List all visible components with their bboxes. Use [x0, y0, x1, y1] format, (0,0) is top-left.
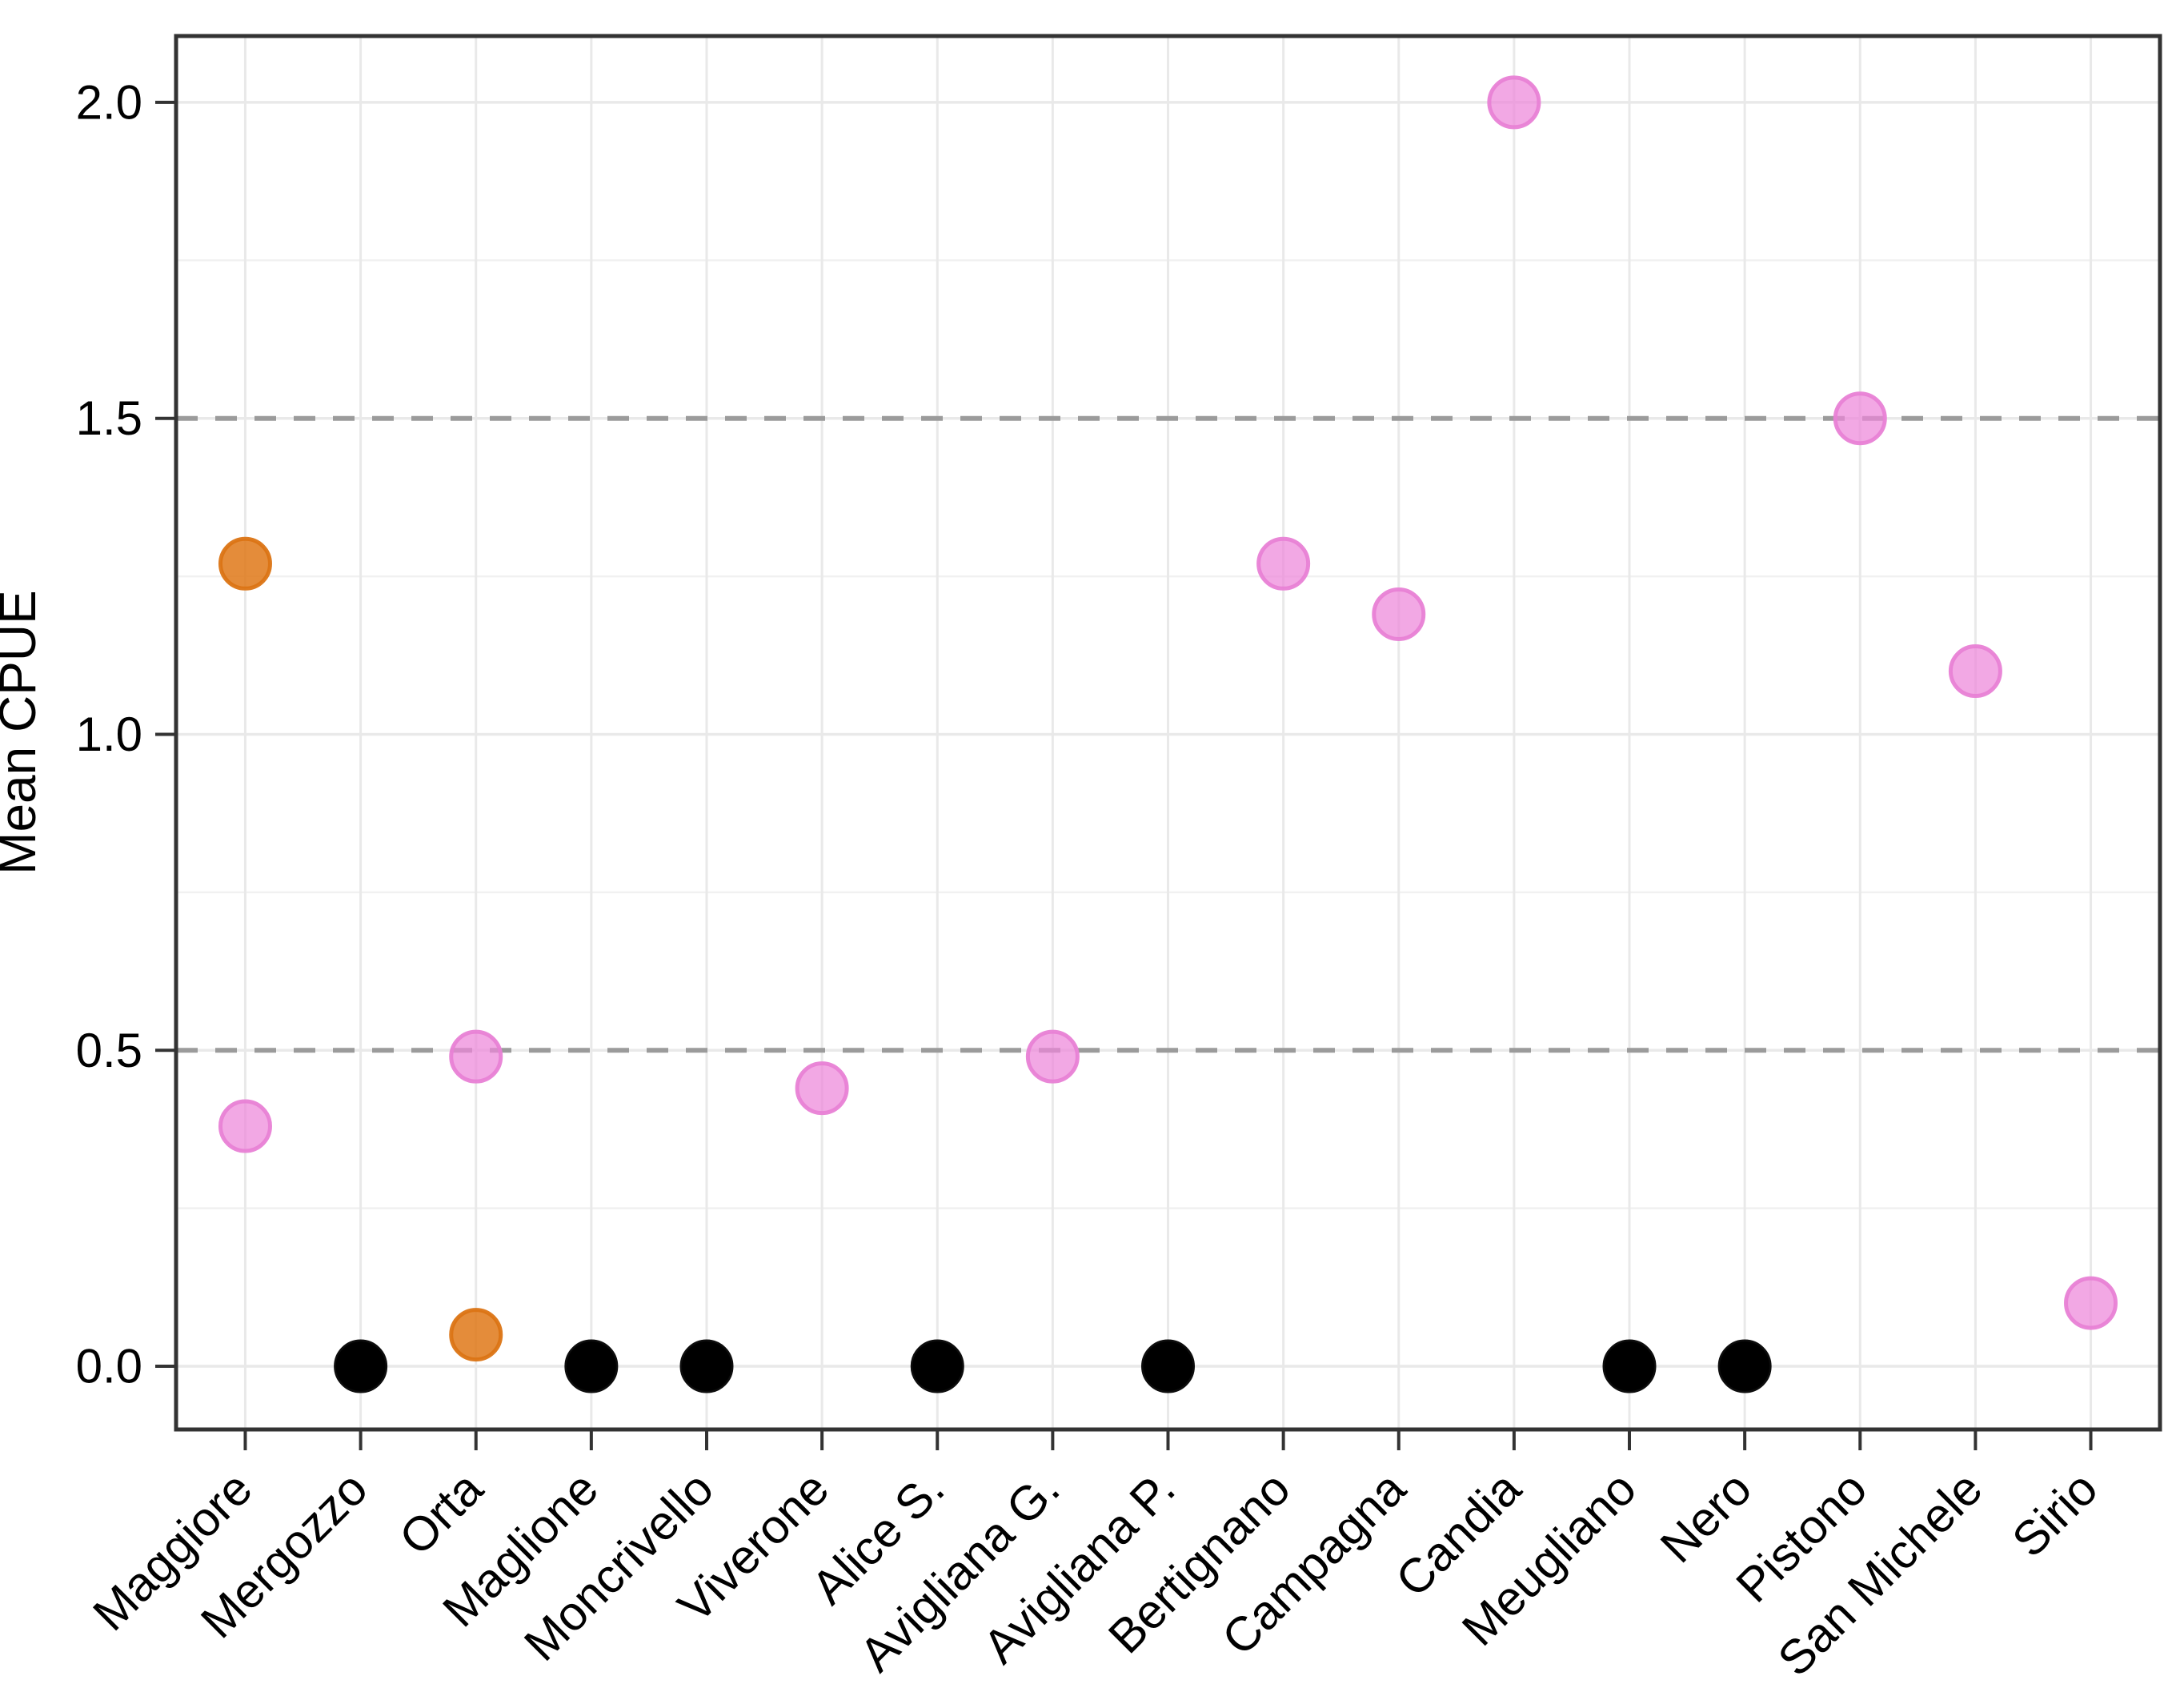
y-tick-label: 2.0 [76, 75, 142, 129]
data-point-violet-markers [1025, 1029, 1080, 1084]
data-point-black-markers [564, 1339, 619, 1393]
data-point-black-markers [910, 1339, 964, 1393]
y-tick-label: 1.5 [76, 391, 142, 445]
data-point-violet-markers [1948, 644, 2002, 699]
y-tick-label: 0.0 [76, 1340, 142, 1393]
data-point-violet-markers [218, 1099, 272, 1153]
data-point-black-markers [1717, 1339, 1772, 1393]
y-axis-title: Mean CPUE [0, 590, 46, 875]
y-tick-label: 1.0 [76, 708, 142, 761]
data-point-violet-markers [449, 1029, 503, 1084]
data-point-black-markers [334, 1339, 388, 1393]
data-point-orange-markers [218, 536, 272, 591]
data-point-violet-markers [795, 1061, 849, 1116]
data-point-black-markers [1602, 1339, 1657, 1393]
data-point-violet-markers [1487, 75, 1541, 130]
data-point-violet-markers [1833, 391, 1887, 446]
data-point-violet-markers [1256, 536, 1311, 591]
y-tick-label: 0.5 [76, 1024, 142, 1077]
data-point-orange-markers [449, 1308, 503, 1362]
data-point-black-markers [1141, 1339, 1195, 1393]
data-point-violet-markers [2064, 1276, 2118, 1330]
data-point-violet-markers [1372, 587, 1426, 641]
data-point-black-markers [679, 1339, 734, 1393]
